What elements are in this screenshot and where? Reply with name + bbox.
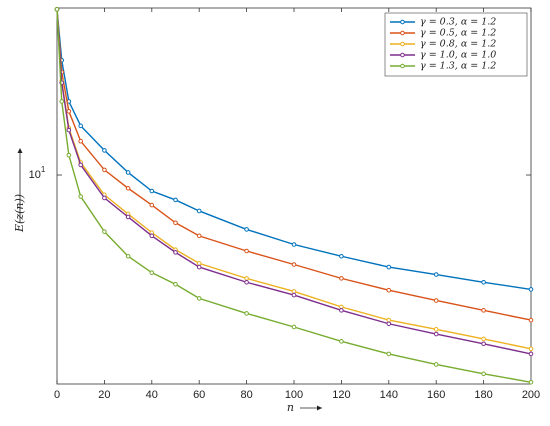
series-marker: [244, 311, 249, 316]
series-marker: [149, 202, 155, 208]
series-marker: [433, 331, 439, 337]
legend-marker: [400, 19, 405, 25]
series-marker: [149, 188, 155, 194]
series-marker: [528, 317, 534, 323]
x-axis-arrowhead: [317, 405, 322, 411]
series-line: [56, 9, 532, 291]
series-marker: [125, 214, 131, 220]
series-marker: [481, 336, 486, 342]
series-marker: [433, 298, 439, 303]
series-marker: [244, 248, 249, 254]
legend-marker: [400, 63, 405, 69]
series-marker: [481, 341, 486, 347]
series-marker: [196, 264, 202, 270]
series-marker: [173, 281, 178, 287]
x-tick-label: 160: [427, 389, 445, 401]
series-marker: [173, 220, 178, 226]
series-marker: [102, 229, 107, 234]
series-marker: [244, 227, 249, 232]
series-marker: [173, 197, 178, 203]
series-marker: [196, 261, 202, 266]
series-marker: [291, 262, 297, 267]
series-marker: [102, 195, 107, 201]
series-marker: [291, 289, 297, 294]
series-marker: [386, 317, 392, 323]
x-tick-label: 120: [332, 389, 350, 401]
series-marker: [386, 351, 392, 357]
series-marker: [528, 351, 534, 357]
series-marker: [125, 185, 131, 191]
series-marker: [78, 194, 83, 199]
x-tick-label: 60: [193, 389, 205, 401]
legend-marker: [400, 30, 405, 36]
series-marker: [291, 242, 297, 247]
series-line: [56, 9, 532, 350]
series-marker: [66, 152, 72, 158]
series-line: [56, 9, 532, 383]
series-marker: [339, 339, 344, 344]
x-tick-label: 80: [240, 389, 252, 401]
series-marker: [78, 162, 83, 168]
series-marker: [196, 208, 202, 214]
legend-label: γ = 0.8, α = 1.2: [420, 39, 496, 50]
x-axis-label: n: [287, 401, 294, 414]
series-marker: [125, 253, 131, 259]
series-marker: [59, 99, 65, 104]
series-marker: [339, 308, 344, 313]
series-marker: [54, 7, 60, 12]
series-marker: [66, 127, 72, 133]
series-marker: [339, 253, 344, 259]
x-tick-label: 0: [54, 389, 60, 401]
series-marker: [125, 170, 131, 175]
legend-marker: [400, 52, 405, 58]
series-marker: [528, 287, 534, 292]
y-axis-arrowhead: [17, 148, 23, 153]
series-marker: [66, 109, 72, 114]
series-marker: [433, 272, 439, 277]
series-marker: [291, 292, 297, 298]
series-marker: [173, 250, 178, 255]
legend-marker: [400, 41, 405, 47]
series-marker: [102, 148, 107, 153]
series-marker: [481, 371, 486, 377]
y-axis-label: E(z(n)): [13, 194, 26, 233]
series-marker: [196, 233, 202, 239]
series-marker: [339, 276, 344, 281]
series-marker: [78, 138, 83, 144]
legend-label: γ = 1.0, α = 1.0: [420, 50, 496, 61]
series-line: [56, 9, 532, 355]
series-marker: [196, 296, 202, 301]
series-marker: [433, 362, 439, 367]
series-marker: [528, 379, 534, 385]
legend-label: γ = 1.3, α = 1.2: [420, 61, 496, 72]
series-marker: [481, 308, 486, 313]
series-marker: [386, 287, 392, 293]
x-tick-label: 200: [522, 389, 540, 401]
series-marker: [244, 276, 249, 281]
series-marker: [386, 264, 392, 270]
series-marker: [149, 233, 155, 239]
series-marker: [481, 279, 486, 285]
x-tick-label: 180: [474, 389, 492, 401]
x-tick-label: 140: [380, 389, 398, 401]
series-marker: [149, 270, 155, 275]
legend-label: γ = 0.3, α = 1.2: [420, 17, 496, 28]
series-marker: [528, 346, 534, 352]
x-tick-label: 20: [98, 389, 110, 401]
series-line: [56, 9, 532, 321]
x-tick-label: 100: [285, 389, 303, 401]
series-marker: [102, 167, 107, 173]
series-marker: [433, 327, 439, 332]
series-marker: [386, 321, 392, 327]
series-marker: [291, 324, 297, 330]
y-tick-base: 10: [29, 169, 41, 181]
y-tick-exponent: 1: [41, 165, 46, 174]
series-marker: [78, 123, 83, 129]
y-tick-label: 101: [29, 165, 46, 181]
series-marker: [244, 279, 249, 285]
legend-label: γ = 0.5, α = 1.2: [420, 28, 496, 39]
x-tick-label: 40: [146, 389, 158, 401]
